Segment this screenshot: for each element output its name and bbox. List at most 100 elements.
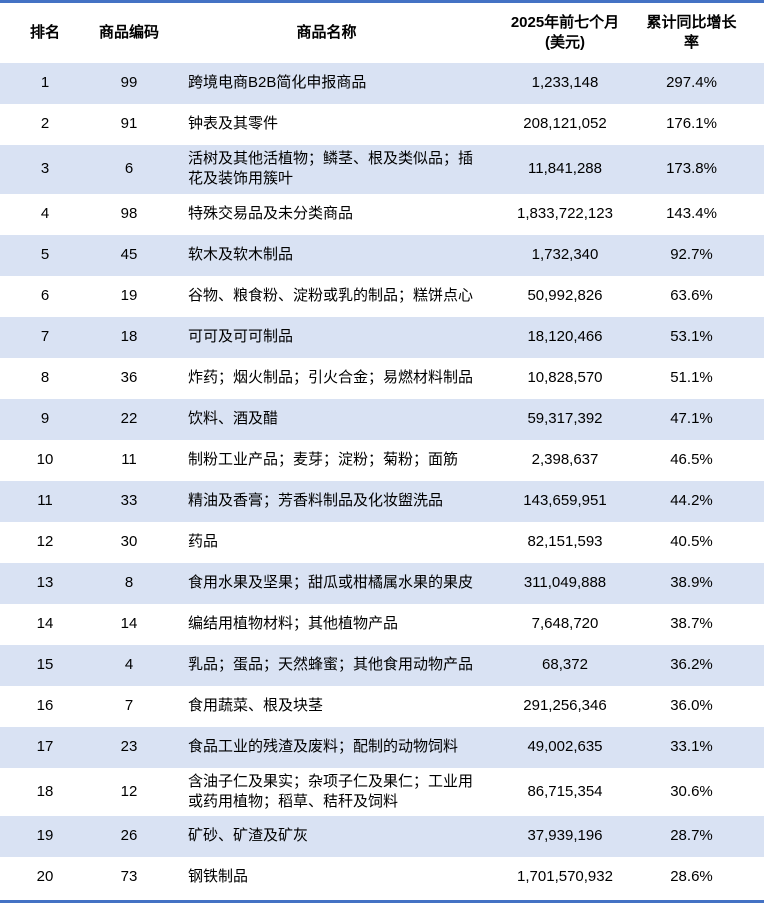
table-row: 19 26 矿砂、矿渣及矿灰 37,939,196 28.7% [0,816,764,857]
table-row: 12 30 药品 82,151,593 40.5% [0,522,764,563]
code-cell: 11 [121,450,137,468]
top-accent-bar [0,0,764,3]
amount-cell: 311,049,888 [523,573,607,591]
header-commodity-name: 商品名称 [296,23,357,41]
amount-cell: 1,833,722,123 [517,204,613,222]
name-cell: 软木及软木制品 [188,245,294,263]
rank-cell: 10 [36,450,54,468]
name-cell: 可可及可可制品 [188,327,294,345]
code-cell: 99 [120,74,138,92]
amount-cell: 18,120,466 [527,327,603,345]
table-row: 3 6 活树及其他活植物；鳞茎、根及类似品；插花及装饰用簇叶 11,841,288 17… [0,145,764,194]
table-row: 17 23 食品工业的残渣及废料；配制的动物饲料 49,002,635 33.1% [0,726,764,768]
amount-cell: 143,659,951 [523,491,607,509]
amount-cell: 1,233,148 [531,74,599,92]
amount-cell: 208,121,052 [523,115,607,133]
name-cell: 钢铁制品 [188,868,249,886]
code-cell: 33 [120,491,138,509]
table-row: 10 11 制粉工业产品；麦芽；淀粉；菊粉；面筋 2,398,637 46.5% [0,440,764,481]
rank-cell: 6 [40,286,50,304]
code-cell: 73 [120,868,138,886]
amount-cell: 82,151,593 [527,532,603,550]
rank-cell: 14 [36,614,54,632]
table-row: 8 36 炸药；烟火制品；引火合金；易燃材料制品 10,828,570 51.1% [0,358,764,399]
code-cell: 19 [120,286,138,304]
amount-cell: 68,372 [542,655,588,673]
header-commodity-code: 商品编码 [98,23,159,41]
amount-cell: 86,715,354 [527,782,603,800]
growth-cell: 36.0% [670,696,713,714]
growth-cell: 40.5% [670,532,713,550]
table-row: 4 98 特殊交易品及未分类商品 1,833,722,123 143.4% [0,194,764,235]
rank-cell: 18 [36,782,54,800]
table-row: 9 22 饮料、酒及醋 59,317,392 47.1% [0,398,764,440]
code-cell: 91 [120,115,138,133]
name-cell: 钟表及其零件 [188,115,279,133]
growth-cell: 46.5% [670,450,713,468]
table-body: 1 99 跨境电商B2B简化申报商品 1,233,148 297.4% 2 91 钟表及其零件… [0,63,764,898]
growth-cell: 38.7% [670,614,713,632]
growth-cell: 176.1% [666,115,717,133]
amount-cell: 2,398,637 [531,450,599,468]
amount-cell: 1,732,340 [531,245,599,263]
code-cell: 30 [120,532,138,550]
name-cell: 食用水果及坚果；甜瓜或柑橘属水果的果皮 [188,573,474,591]
growth-cell: 33.1% [670,737,713,755]
name-cell: 乳品；蛋品；天然蜂蜜；其他食用动物产品 [188,655,474,673]
growth-cell: 30.6% [670,782,713,800]
code-cell: 8 [124,573,134,591]
growth-cell: 28.7% [670,827,713,845]
name-cell: 跨境电商B2B简化申报商品 [188,74,367,92]
rank-cell: 2 [40,115,50,133]
bottom-accent-bar [0,900,764,903]
table-row: 18 12 含油子仁及果实；杂项子仁及果仁；工业用或药用植物；稻草、秸秆及饲料 86,… [0,768,764,817]
table-row: 5 45 软木及软木制品 1,732,340 92.7% [0,234,764,276]
rank-cell: 1 [40,74,50,92]
name-cell: 制粉工业产品；麦芽；淀粉；菊粉；面筋 [188,450,459,468]
code-cell: 26 [120,827,138,845]
amount-cell: 1,701,570,932 [517,868,613,886]
rank-cell: 9 [40,409,50,427]
rank-cell: 19 [36,827,54,845]
rank-cell: 4 [40,204,50,222]
code-cell: 4 [124,655,134,673]
code-cell: 18 [120,327,138,345]
commodity-table: 排名 商品编码 商品名称 2025年前七个月 (美元) 累计同比增长率 1 99 跨… [0,3,764,898]
rank-cell: 8 [40,368,50,386]
amount-cell: 7,648,720 [531,614,599,632]
code-cell: 12 [120,782,138,800]
rank-cell: 17 [36,737,54,755]
name-cell: 活树及其他活植物；鳞茎、根及类似品；插花及装饰用簇叶 [188,150,474,188]
header-amount-usd: 2025年前七个月 (美元) [510,13,620,51]
table-row: 2 91 钟表及其零件 208,121,052 176.1% [0,104,764,145]
table-row: 16 7 食用蔬菜、根及块茎 291,256,346 36.0% [0,686,764,727]
rank-cell: 13 [36,573,54,591]
rank-cell: 5 [40,245,50,263]
table-row: 13 8 食用水果及坚果；甜瓜或柑橘属水果的果皮 311,049,888 38.9% [0,562,764,604]
name-cell: 炸药；烟火制品；引火合金；易燃材料制品 [188,368,474,386]
name-cell: 编结用植物材料；其他植物产品 [188,614,399,632]
rank-cell: 11 [37,491,53,509]
growth-cell: 44.2% [670,491,713,509]
name-cell: 食用蔬菜、根及块茎 [188,696,324,714]
code-cell: 98 [120,204,138,222]
amount-cell: 50,992,826 [527,286,603,304]
growth-cell: 92.7% [670,245,713,263]
header-rank: 排名 [29,23,60,41]
amount-cell: 291,256,346 [523,696,607,714]
table-row: 1 99 跨境电商B2B简化申报商品 1,233,148 297.4% [0,63,764,104]
amount-cell: 11,841,288 [528,160,602,178]
name-cell: 食品工业的残渣及废料；配制的动物饲料 [188,737,459,755]
code-cell: 6 [124,160,134,178]
code-cell: 22 [120,409,138,427]
growth-cell: 47.1% [670,409,713,427]
growth-cell: 173.8% [666,160,717,178]
growth-cell: 28.6% [670,868,713,886]
growth-cell: 143.4% [666,204,717,222]
table-row: 6 19 谷物、粮食粉、淀粉或乳的制品；糕饼点心 50,992,826 63.6% [0,276,764,317]
name-cell: 特殊交易品及未分类商品 [188,204,354,222]
amount-cell: 59,317,392 [527,409,603,427]
name-cell: 药品 [188,532,219,550]
table-row: 14 14 编结用植物材料；其他植物产品 7,648,720 38.7% [0,604,764,645]
growth-cell: 38.9% [670,573,713,591]
